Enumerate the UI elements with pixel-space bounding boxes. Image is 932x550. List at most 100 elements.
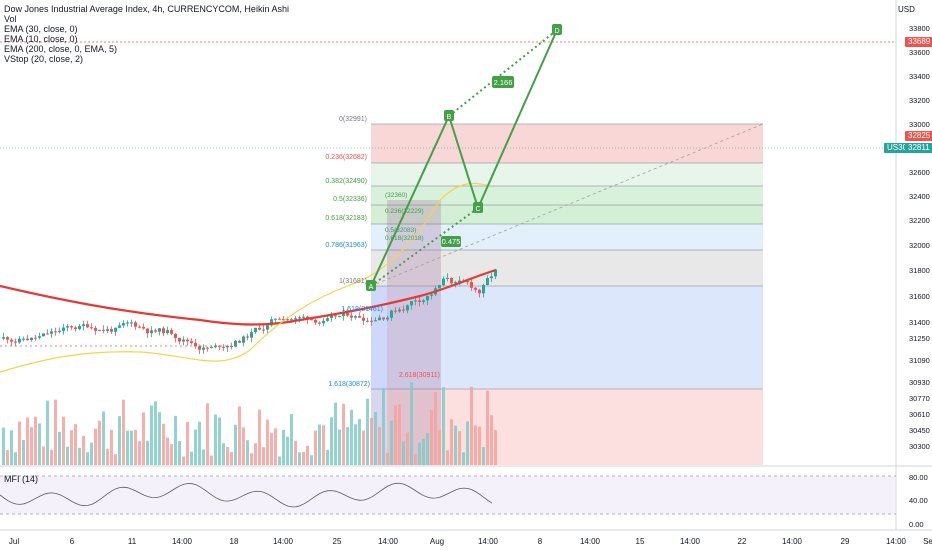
- volume-bar: [258, 409, 261, 465]
- candle-body: [378, 317, 381, 321]
- fib-level-label: 0.618(32183): [325, 215, 367, 222]
- volume-bar: [358, 418, 361, 465]
- fib-zone: [371, 224, 763, 250]
- price-tick-label: 30300: [909, 442, 930, 451]
- volume-bar: [202, 449, 205, 465]
- candle-body: [246, 336, 249, 338]
- legend-ema30[interactable]: EMA (30, close, 0): [4, 24, 78, 34]
- time-tick-label: 14:00: [273, 537, 294, 546]
- volume-bar: [410, 382, 413, 465]
- candle-body: [170, 330, 173, 334]
- inner-fib-label: 0.236(32229): [385, 208, 424, 215]
- candle-body: [130, 322, 133, 324]
- ema-fast-line: [0, 182, 491, 373]
- candle-body: [194, 342, 197, 347]
- candle-body: [494, 269, 497, 277]
- volume-bar: [6, 450, 9, 465]
- price-tick-label: 33200: [909, 96, 930, 105]
- volume-bar: [270, 432, 273, 465]
- candle-body: [274, 318, 277, 320]
- candle-body: [390, 310, 393, 318]
- candle-body: [282, 318, 285, 321]
- candle-body: [66, 326, 69, 328]
- candle-body: [106, 329, 109, 331]
- mfi-legend[interactable]: MFI (14): [4, 474, 39, 484]
- candle-body: [110, 329, 113, 332]
- volume-bar: [318, 424, 321, 465]
- candle-body: [334, 315, 337, 317]
- candle-body: [218, 345, 221, 347]
- candle-body: [286, 319, 289, 321]
- price-tick-label: 33000: [909, 120, 930, 129]
- volume-bar: [458, 431, 461, 465]
- volume-bar: [182, 456, 185, 465]
- volume-bar: [482, 447, 485, 465]
- volume-bar: [234, 424, 237, 465]
- volume-bar: [254, 443, 257, 465]
- candle-body: [294, 318, 297, 320]
- candle-body: [278, 318, 281, 320]
- volume-bar: [18, 421, 21, 465]
- candle-body: [222, 346, 225, 348]
- volume-bar: [82, 435, 85, 465]
- candle-body: [102, 329, 105, 331]
- candle-body: [490, 276, 493, 279]
- legend-vol[interactable]: Vol: [4, 14, 17, 24]
- fib-zones: [371, 123, 763, 465]
- fib-zone: [371, 286, 763, 389]
- candle-body: [230, 345, 233, 347]
- candle-body: [310, 319, 313, 321]
- volume-bar: [230, 452, 233, 465]
- volume-bar: [146, 440, 149, 465]
- volume-bar: [14, 452, 17, 465]
- candle-body: [210, 347, 213, 349]
- fib-level-label: 1.618(30872): [328, 381, 370, 388]
- time-tick-label: 6: [70, 537, 75, 546]
- candle-body: [114, 327, 117, 332]
- volume-bar: [62, 416, 65, 465]
- price-tick-label: 33600: [909, 48, 930, 57]
- pattern-point-label: C: [475, 206, 480, 213]
- candle-body: [42, 333, 45, 337]
- volume-bar: [454, 425, 457, 465]
- volume-bar: [278, 456, 281, 465]
- candle-body: [362, 317, 365, 321]
- candle-body: [342, 312, 345, 316]
- volume-bar: [450, 419, 453, 465]
- legend-ema10[interactable]: EMA (10, close, 0): [4, 34, 78, 44]
- volume-bar: [198, 421, 201, 465]
- volume-bar: [130, 430, 133, 465]
- currency-label: USD: [898, 5, 915, 14]
- candle-body: [6, 337, 9, 340]
- volume-bar: [346, 427, 349, 465]
- volume-bar: [10, 430, 13, 465]
- volume-bar: [374, 411, 377, 465]
- legend-vstop[interactable]: VStop (20, close, 2): [4, 54, 84, 64]
- volume-bar: [242, 427, 245, 465]
- volume-bar: [194, 429, 197, 465]
- volume-bar: [334, 402, 337, 465]
- candle-body: [22, 338, 25, 340]
- volume-bar: [326, 449, 329, 465]
- volume-bar: [470, 386, 473, 465]
- volume-bar: [126, 430, 129, 465]
- volume-bar: [218, 417, 221, 465]
- volume-bar: [46, 400, 49, 465]
- volume-bar: [330, 417, 333, 465]
- candle-body: [486, 278, 489, 285]
- candle-body: [466, 280, 469, 283]
- candle-body: [458, 280, 461, 283]
- volume-bar: [74, 424, 77, 465]
- volume-bar: [38, 423, 41, 465]
- price-tick-label: 32000: [909, 241, 930, 250]
- candle-body: [478, 289, 481, 294]
- legend-ema200[interactable]: EMA (200, close, 0, EMA, 5): [4, 44, 118, 54]
- candle-body: [374, 320, 377, 322]
- candle-body: [318, 322, 321, 324]
- candle-body: [74, 327, 77, 330]
- mfi-line: [0, 482, 493, 508]
- volume-bar: [246, 440, 249, 465]
- candle-body: [178, 337, 181, 342]
